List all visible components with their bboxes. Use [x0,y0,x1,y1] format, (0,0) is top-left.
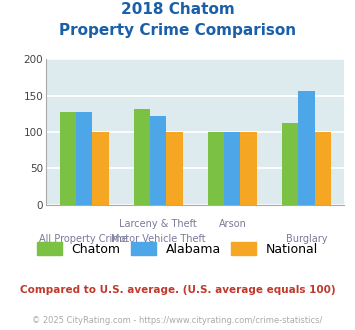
Bar [150,116,166,205]
Bar [92,132,109,205]
Bar [282,122,298,205]
Bar [60,112,76,205]
Bar [76,113,92,205]
Text: Property Crime Comparison: Property Crime Comparison [59,23,296,38]
Text: All Property Crime: All Property Crime [39,234,128,244]
Bar [315,132,331,205]
Bar [224,132,240,205]
Text: Motor Vehicle Theft: Motor Vehicle Theft [111,234,205,244]
Text: Burglary: Burglary [286,234,328,244]
Bar [208,132,224,205]
Text: © 2025 CityRating.com - https://www.cityrating.com/crime-statistics/: © 2025 CityRating.com - https://www.city… [32,316,323,325]
Text: 2018 Chatom: 2018 Chatom [121,2,234,16]
Bar [240,132,257,205]
Bar [298,91,315,205]
Bar [134,110,150,205]
Text: Compared to U.S. average. (U.S. average equals 100): Compared to U.S. average. (U.S. average … [20,285,335,295]
Text: Arson: Arson [219,219,246,229]
Bar [166,132,183,205]
Text: Larceny & Theft: Larceny & Theft [119,219,197,229]
Legend: Chatom, Alabama, National: Chatom, Alabama, National [32,237,323,261]
